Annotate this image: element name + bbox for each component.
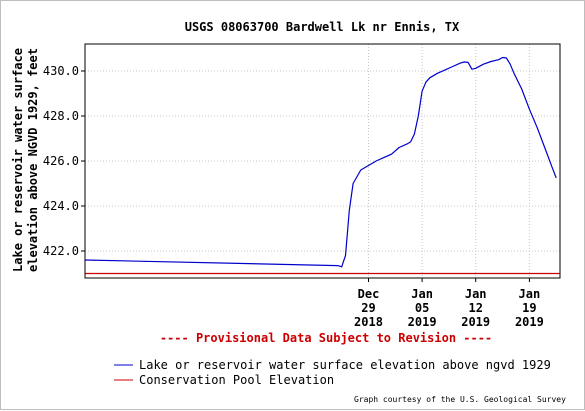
- x-tick-label: 12: [468, 301, 482, 315]
- y-tick-label: 424.0: [43, 199, 79, 213]
- y-ticks: 430.0 428.0 426.0 424.0 422.0: [43, 64, 85, 258]
- x-tick-label: Jan: [411, 287, 433, 301]
- y-tick-label: 426.0: [43, 154, 79, 168]
- y-tick-label: 430.0: [43, 64, 79, 78]
- x-tick-label: Jan: [465, 287, 487, 301]
- legend-label-conservation: Conservation Pool Elevation: [139, 373, 334, 387]
- y-axis-label-line2: elevation above NGVD 1929, feet: [26, 48, 40, 272]
- x-tick-label: Dec: [358, 287, 380, 301]
- legend: Lake or reservoir water surface elevatio…: [114, 358, 551, 387]
- elevation-series-line: [84, 56, 557, 268]
- x-tick-label: 29: [361, 301, 375, 315]
- y-tick-label: 422.0: [43, 244, 79, 258]
- x-tick-label: 05: [415, 301, 429, 315]
- x-tick-label: 2019: [461, 315, 490, 329]
- y-axis-label-line1: Lake or reservoir water surface: [11, 48, 25, 272]
- x-tick-label: 2018: [354, 315, 383, 329]
- x-tick-label: 2019: [408, 315, 437, 329]
- provisional-annotation: ---- Provisional Data Subject to Revisio…: [160, 331, 492, 345]
- legend-label-elevation: Lake or reservoir water surface elevatio…: [139, 358, 551, 372]
- y-axis-label: Lake or reservoir water surface elevatio…: [11, 48, 40, 272]
- y-tick-label: 428.0: [43, 109, 79, 123]
- grid: [85, 44, 560, 278]
- usgs-credit: Graph courtesy of the U.S. Geological Su…: [354, 395, 566, 404]
- x-tick-label: 19: [522, 301, 536, 315]
- x-tick-label: 2019: [515, 315, 544, 329]
- series-layer: [84, 56, 560, 275]
- chart-title: USGS 08063700 Bardwell Lk nr Ennis, TX: [185, 20, 460, 34]
- x-tick-label: Jan: [519, 287, 541, 301]
